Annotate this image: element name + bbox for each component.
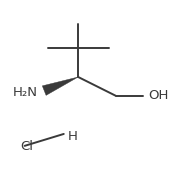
Text: Cl: Cl	[20, 140, 33, 153]
Text: H: H	[68, 130, 78, 143]
Text: H₂N: H₂N	[12, 86, 37, 99]
Polygon shape	[42, 77, 78, 95]
Text: OH: OH	[148, 89, 168, 102]
